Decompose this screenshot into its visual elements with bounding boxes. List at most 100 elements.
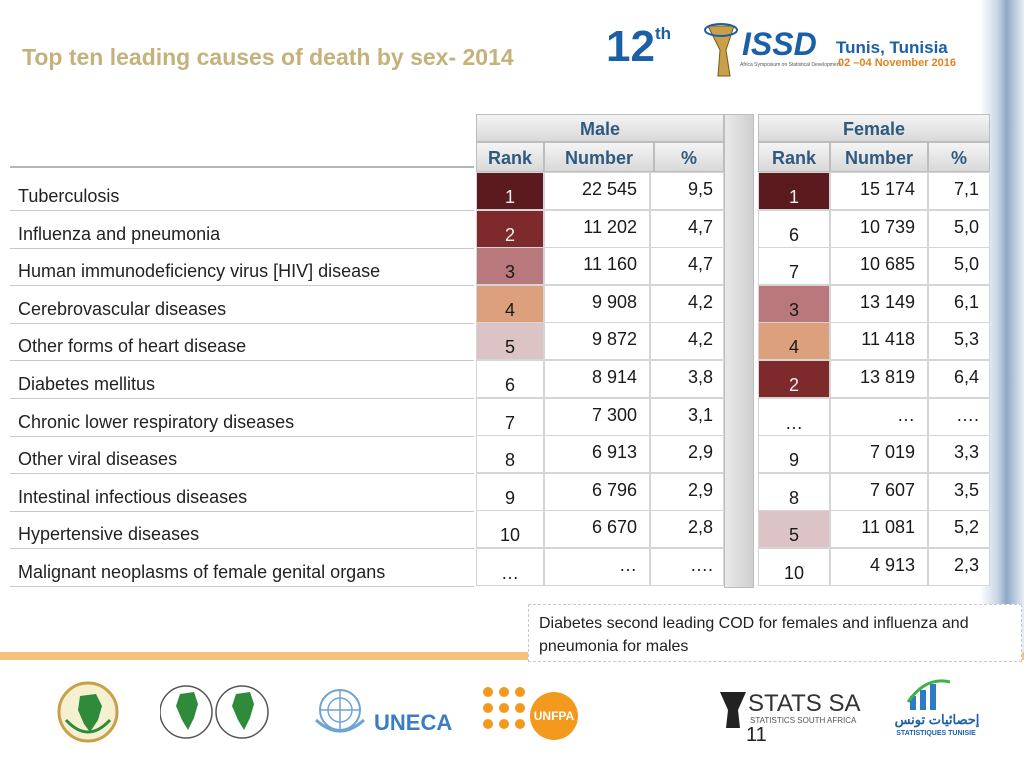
female-rank-cell: 4 <box>758 322 830 360</box>
male-rank-cell: 8 <box>476 435 544 473</box>
row-divider <box>10 586 474 587</box>
male-pct-header: % <box>654 142 724 172</box>
female-number-cell: … <box>830 398 928 436</box>
row-divider <box>10 323 474 324</box>
slide-title: Top ten leading causes of death by sex- … <box>22 44 514 70</box>
female-rank-cell: 7 <box>758 247 830 285</box>
row-divider <box>10 210 474 211</box>
male-rank-cell: 2 <box>476 210 544 248</box>
cause-label: Intestinal infectious diseases <box>18 487 248 507</box>
male-pct-cell: 3,8 <box>650 360 724 398</box>
male-pct-cell: 3,1 <box>650 398 724 436</box>
female-rank-header: Rank <box>758 142 830 172</box>
unfpa-logo: UNFPA <box>530 692 578 740</box>
cause-label: Other viral diseases <box>18 449 178 469</box>
row-divider <box>10 285 474 286</box>
row-divider <box>10 248 474 249</box>
female-rank-cell: 5 <box>758 510 830 548</box>
female-header: Female <box>758 114 990 142</box>
un-emblem-icon <box>314 689 366 733</box>
female-rank-cell: 6 <box>758 210 830 248</box>
issd-subtitle: Africa Symposium on Statistical Developm… <box>740 62 841 68</box>
female-pct-cell: 6,4 <box>928 360 990 398</box>
cause-label: Tuberculosis <box>18 186 120 206</box>
dates-text: 02 –04 November 2016 <box>838 57 957 69</box>
cause-label: Chronic lower respiratory diseases <box>18 412 295 432</box>
stats-tunisie-arabic: إحصائيات تونس <box>894 712 980 727</box>
cause-label: Diabetes mellitus <box>18 374 156 394</box>
female-number-header: Number <box>830 142 928 172</box>
cause-label: Human immunodeficiency virus [HIV] disea… <box>18 261 381 281</box>
row-divider <box>10 548 474 549</box>
cause-label: Hypertensive diseases <box>18 524 200 544</box>
edition-suffix: th <box>654 24 671 44</box>
cause-label: Cerebrovascular diseases <box>18 299 227 319</box>
female-number-cell: 7 607 <box>830 473 928 511</box>
venue-text: Tunis, Tunisia <box>836 38 948 57</box>
male-rank-cell: 4 <box>476 285 544 323</box>
cause-label: Influenza and pneumonia <box>18 224 221 244</box>
stats-sa-wordmark: STATS SA <box>748 690 861 717</box>
female-pct-cell: …. <box>928 398 990 436</box>
male-pct-cell: 4,2 <box>650 285 724 323</box>
male-pct-cell: 4,7 <box>650 247 724 285</box>
footer-accent-bar <box>0 652 1024 660</box>
male-number-cell: 6 913 <box>544 435 650 473</box>
unfpa-dots-icon <box>483 687 525 729</box>
male-number-cell: 9 872 <box>544 322 650 360</box>
female-pct-cell: 2,3 <box>928 548 990 586</box>
table-top-rule <box>10 166 474 168</box>
male-number-cell: 7 300 <box>544 398 650 436</box>
stats-sa-subtitle: STATISTICS SOUTH AFRICA <box>750 716 857 725</box>
female-pct-cell: 5,0 <box>928 210 990 248</box>
female-number-cell: 13 149 <box>830 285 928 323</box>
male-header: Male <box>476 114 724 142</box>
female-rank-cell: 1 <box>758 172 830 210</box>
edition-number: 12 <box>606 22 655 71</box>
male-number-cell: 22 545 <box>544 172 650 210</box>
male-rank-header: Rank <box>476 142 544 172</box>
male-rank-cell: … <box>476 548 544 586</box>
female-number-cell: 11 418 <box>830 322 928 360</box>
male-pct-cell: 4,7 <box>650 210 724 248</box>
female-number-cell: 15 174 <box>830 172 928 210</box>
female-pct-header: % <box>928 142 990 172</box>
female-pct-cell: 5,0 <box>928 247 990 285</box>
cause-label: Malignant neoplasms of female genital or… <box>18 562 386 582</box>
female-rank-cell: 9 <box>758 435 830 473</box>
female-pct-cell: 5,3 <box>928 322 990 360</box>
row-divider <box>10 398 474 399</box>
female-pct-cell: 3,3 <box>928 435 990 473</box>
female-number-cell: 13 819 <box>830 360 928 398</box>
male-rank-cell: 10 <box>476 510 544 548</box>
edition-badge: 12th <box>606 22 671 72</box>
row-divider <box>10 473 474 474</box>
female-pct-cell: 3,5 <box>928 473 990 511</box>
row-divider <box>10 360 474 361</box>
male-pct-cell: …. <box>650 548 724 586</box>
stats-tunisie-chart-icon <box>906 679 951 710</box>
female-pct-cell: 7,1 <box>928 172 990 210</box>
male-number-cell: 6 670 <box>544 510 650 548</box>
male-number-cell: 11 160 <box>544 247 650 285</box>
male-number-header: Number <box>544 142 654 172</box>
row-divider <box>10 511 474 512</box>
stats-tunisie-wordmark: STATISTIQUES TUNISIE <box>896 730 976 737</box>
annotation-note: Diabetes second leading COD for females … <box>528 604 1022 662</box>
male-number-cell: 8 914 <box>544 360 650 398</box>
column-separator <box>724 114 754 588</box>
male-rank-cell: 6 <box>476 360 544 398</box>
female-pct-cell: 6,1 <box>928 285 990 323</box>
male-number-cell: 6 796 <box>544 473 650 511</box>
female-number-cell: 10 739 <box>830 210 928 248</box>
female-rank-cell: 10 <box>758 548 830 586</box>
male-rank-cell: 3 <box>476 247 544 285</box>
female-number-cell: 7 019 <box>830 435 928 473</box>
row-divider <box>10 436 474 437</box>
male-pct-cell: 2,9 <box>650 435 724 473</box>
male-rank-cell: 1 <box>476 172 544 210</box>
male-rank-cell: 5 <box>476 322 544 360</box>
issd-wordmark: ISSD <box>742 26 817 62</box>
male-number-cell: 9 908 <box>544 285 650 323</box>
african-union-logo-icon <box>57 681 119 743</box>
